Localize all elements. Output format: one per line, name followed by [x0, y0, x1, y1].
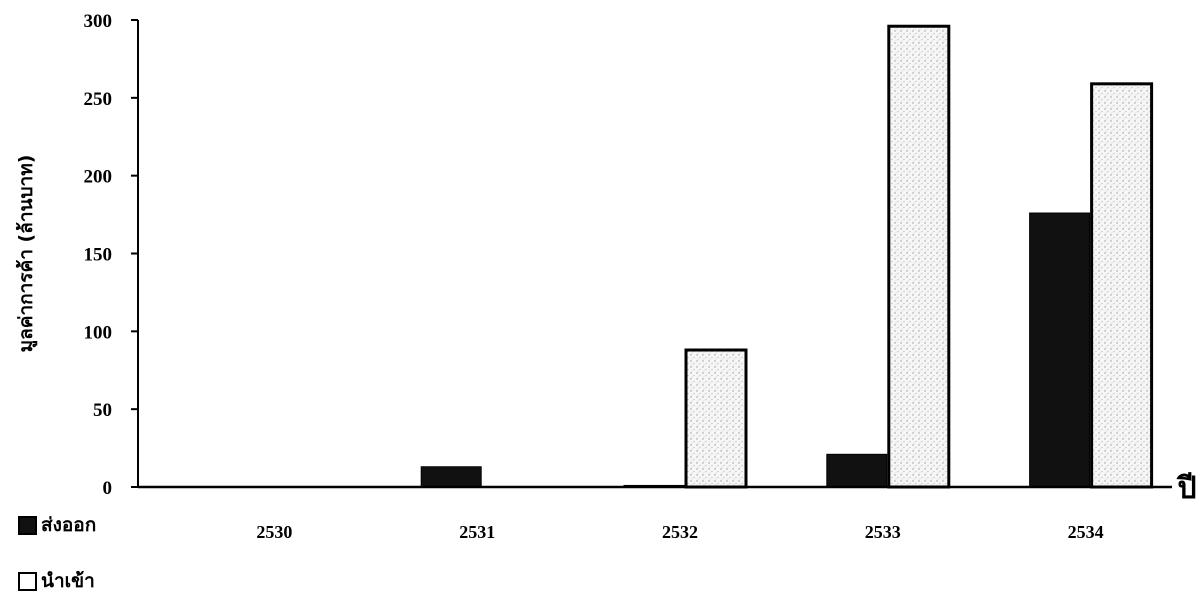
y-axis-label: มูลค่าการค้า (ล้านบาท) — [15, 155, 38, 353]
bar-export — [826, 453, 888, 488]
bar-import — [1090, 82, 1154, 489]
x-axis-label: ปี — [1176, 471, 1197, 506]
y-tick-label: 200 — [84, 167, 113, 188]
x-category-label: 2531 — [459, 522, 495, 542]
bar-export — [1029, 212, 1091, 488]
y-tick-label: 100 — [84, 322, 113, 343]
legend-label-import: นำเข้า — [41, 570, 95, 592]
x-category-label: 2534 — [1068, 522, 1104, 542]
bar-export — [420, 466, 482, 488]
legend-label-export: ส่งออก — [41, 514, 97, 536]
x-category-label: 2532 — [662, 522, 698, 542]
y-tick-label: 50 — [93, 400, 112, 421]
bar-import — [887, 24, 951, 489]
y-tick-label: 0 — [103, 478, 113, 499]
x-axis-categories: 2530 2531 2532 2533 2534 — [256, 522, 1103, 542]
x-category-label: 2530 — [256, 522, 292, 542]
y-tick-label: 250 — [84, 89, 113, 110]
y-tick-label: 300 — [84, 11, 113, 32]
y-axis-ticks: 0 50 100 150 200 250 300 — [84, 11, 138, 499]
y-tick-label: 150 — [84, 245, 113, 266]
bar-import — [684, 348, 748, 489]
legend-item-import: นำเข้า — [18, 566, 95, 596]
legend-swatch-export — [18, 515, 37, 535]
x-category-label: 2533 — [865, 522, 901, 542]
legend-item-export: ส่งออก — [18, 510, 96, 540]
legend-swatch-import — [18, 571, 37, 591]
bars — [420, 24, 1154, 489]
